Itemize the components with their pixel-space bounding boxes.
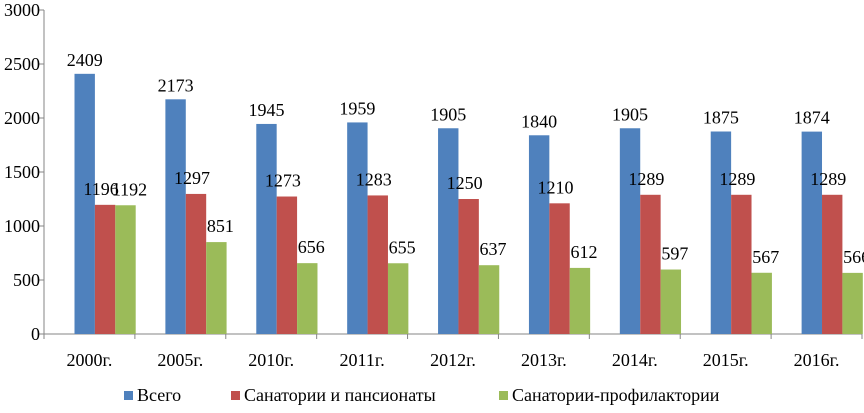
data-label: 566 <box>843 247 864 267</box>
data-label: 637 <box>480 239 507 259</box>
x-tick-label: 2013г. <box>521 350 567 370</box>
bar <box>387 263 409 334</box>
y-tick-label: 3000 <box>4 0 40 20</box>
x-tick-label: 2014г. <box>612 350 658 370</box>
bar <box>256 123 277 334</box>
x-tick-label: 2016г. <box>794 350 840 370</box>
bar <box>297 263 318 334</box>
data-label: 1905 <box>612 104 648 124</box>
legend-swatch <box>231 391 240 400</box>
x-tick-label: 2015г. <box>703 350 749 370</box>
legend-swatch <box>124 391 133 400</box>
bar <box>185 193 207 334</box>
data-label: 1250 <box>447 173 483 193</box>
y-tick-label: 500 <box>13 270 40 290</box>
x-tick-label: 2005г. <box>157 350 203 370</box>
data-label: 656 <box>298 237 325 257</box>
data-label: 1297 <box>174 168 210 188</box>
data-labels: 2409 2173 1945 1959 1905 1840 1905 1875 1874 1196… <box>67 50 864 267</box>
bar <box>751 272 772 334</box>
legend-label: Санатории-профилактории <box>512 385 720 405</box>
bar <box>731 194 752 334</box>
x-tick-label: 2011г. <box>340 350 385 370</box>
x-tick-label: 2010г. <box>248 350 294 370</box>
data-label: 655 <box>389 237 416 257</box>
bar <box>528 135 550 334</box>
bar <box>367 195 388 334</box>
bar <box>619 128 641 334</box>
data-label: 1874 <box>794 108 830 128</box>
bar <box>74 73 95 334</box>
y-tick-label: 1500 <box>4 162 40 182</box>
data-label: 1289 <box>628 169 664 189</box>
bar <box>276 196 298 334</box>
bar <box>569 267 591 334</box>
y-tick-label: 2500 <box>4 54 40 74</box>
data-label: 1273 <box>265 171 301 191</box>
data-label: 1875 <box>703 108 739 128</box>
data-label: 1196 <box>83 179 118 199</box>
y-tick-label: 2000 <box>4 108 40 128</box>
bar <box>822 194 843 334</box>
bar <box>660 269 682 334</box>
legend-label: Всего <box>137 385 181 405</box>
data-label: 612 <box>570 242 597 262</box>
data-label: 1840 <box>521 111 557 131</box>
x-tick-label: 2000г. <box>67 350 113 370</box>
bar <box>842 272 863 334</box>
bar <box>115 205 136 334</box>
bar <box>801 131 823 334</box>
bar <box>206 242 227 334</box>
bar <box>347 122 368 334</box>
bar <box>165 99 186 334</box>
y-tick-label: 1000 <box>4 216 40 236</box>
x-axis: 2000г. 2005г. 2010г. 2011г. 2012г. 2013г. 2014… <box>43 333 863 370</box>
data-label: 1945 <box>248 100 284 120</box>
bar <box>478 265 500 334</box>
bar <box>458 199 479 334</box>
bar <box>438 128 459 334</box>
data-label: 1210 <box>538 177 574 197</box>
bar <box>710 131 732 334</box>
bar <box>94 204 116 334</box>
data-label: 567 <box>752 247 779 267</box>
data-label: 1289 <box>810 169 846 189</box>
legend: Всего Санатории и пансионаты Санатории-про… <box>124 385 720 405</box>
data-label: 2409 <box>67 50 103 70</box>
y-tick-label: 0 <box>31 324 40 344</box>
y-axis: 0 500 1000 1500 2000 2500 3000 <box>4 0 45 344</box>
data-label: 1192 <box>112 179 147 199</box>
bar <box>640 194 661 334</box>
bar <box>549 203 570 334</box>
data-label: 1283 <box>356 169 392 189</box>
data-label: 1959 <box>339 98 375 118</box>
data-label: 1289 <box>719 169 755 189</box>
data-label: 851 <box>207 216 234 236</box>
plot-area <box>74 73 863 334</box>
x-tick-label: 2012г. <box>430 350 476 370</box>
legend-label: Санатории и пансионаты <box>244 385 436 405</box>
data-label: 2173 <box>158 75 194 95</box>
legend-swatch <box>499 391 508 400</box>
data-label: 597 <box>661 244 688 264</box>
data-label: 1905 <box>430 104 466 124</box>
